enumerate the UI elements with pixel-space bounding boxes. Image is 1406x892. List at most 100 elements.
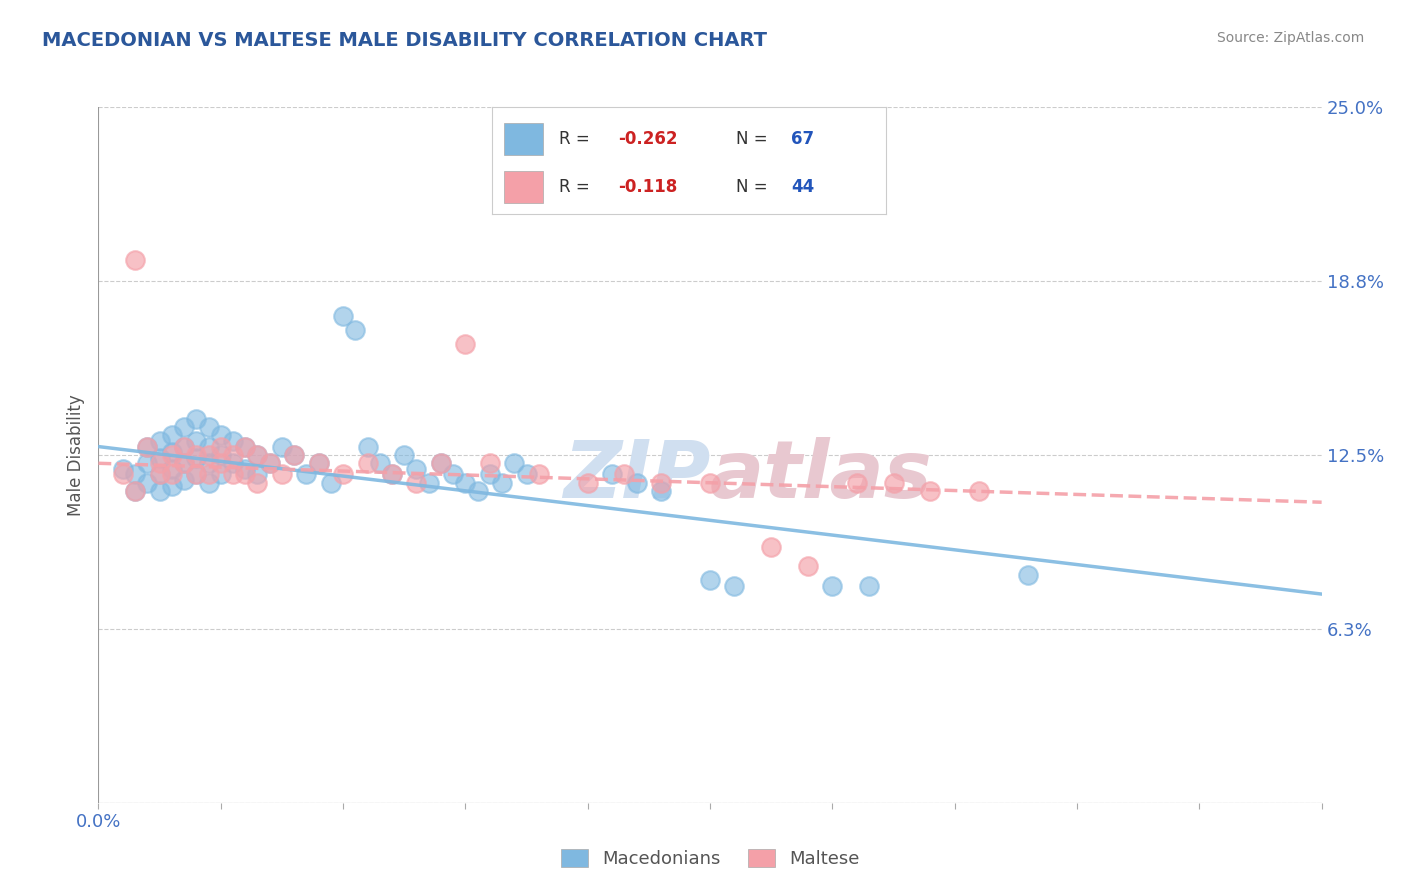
Point bbox=[699, 573, 721, 587]
Legend: Macedonians, Maltese: Macedonians, Maltese bbox=[551, 840, 869, 877]
Point bbox=[246, 475, 269, 490]
Point bbox=[883, 475, 905, 490]
Point bbox=[699, 475, 721, 490]
Point bbox=[197, 448, 219, 462]
Point bbox=[454, 336, 477, 351]
Point bbox=[209, 448, 232, 462]
Point bbox=[491, 475, 513, 490]
Point bbox=[136, 440, 159, 454]
Point bbox=[222, 434, 245, 448]
Point bbox=[308, 456, 330, 470]
Point bbox=[209, 456, 232, 470]
Point bbox=[186, 411, 208, 425]
Point bbox=[723, 579, 745, 593]
Point bbox=[381, 467, 404, 482]
Point bbox=[149, 484, 172, 499]
Point bbox=[503, 456, 526, 470]
Point bbox=[553, 169, 575, 184]
Point bbox=[149, 450, 172, 465]
Point bbox=[295, 467, 318, 482]
Point bbox=[259, 456, 281, 470]
Point bbox=[124, 484, 146, 499]
Point bbox=[197, 456, 219, 470]
Point bbox=[332, 467, 354, 482]
Point bbox=[356, 440, 378, 454]
Point bbox=[233, 440, 256, 454]
Point bbox=[160, 462, 183, 476]
Point bbox=[441, 467, 464, 482]
Text: Source: ZipAtlas.com: Source: ZipAtlas.com bbox=[1216, 31, 1364, 45]
Point bbox=[233, 440, 256, 454]
Text: -0.262: -0.262 bbox=[619, 130, 678, 148]
Point bbox=[149, 467, 172, 482]
Point bbox=[173, 473, 195, 487]
Point bbox=[626, 475, 648, 490]
Point bbox=[430, 456, 453, 470]
Point bbox=[197, 420, 219, 434]
Text: 67: 67 bbox=[792, 130, 814, 148]
FancyBboxPatch shape bbox=[503, 123, 543, 155]
Point bbox=[392, 448, 416, 462]
Point bbox=[233, 462, 256, 476]
Point bbox=[160, 445, 183, 459]
Point bbox=[160, 448, 183, 462]
Point bbox=[613, 467, 636, 482]
Point bbox=[405, 475, 427, 490]
Point bbox=[1017, 567, 1039, 582]
Point bbox=[186, 467, 208, 482]
Point bbox=[478, 456, 501, 470]
Point bbox=[149, 456, 172, 470]
Point bbox=[650, 484, 672, 499]
Point bbox=[259, 456, 281, 470]
Point bbox=[173, 440, 195, 454]
Point bbox=[344, 323, 367, 337]
Text: R =: R = bbox=[560, 178, 595, 196]
Point bbox=[368, 456, 391, 470]
Point bbox=[111, 462, 134, 476]
Point bbox=[246, 448, 269, 462]
Text: -0.118: -0.118 bbox=[619, 178, 678, 196]
Point bbox=[173, 456, 195, 470]
Point bbox=[197, 475, 219, 490]
Point bbox=[173, 440, 195, 454]
Point bbox=[283, 448, 305, 462]
Point bbox=[797, 559, 820, 574]
Point bbox=[149, 434, 172, 448]
Point bbox=[308, 456, 330, 470]
Point bbox=[467, 484, 489, 499]
Text: atlas: atlas bbox=[710, 437, 932, 515]
Text: 44: 44 bbox=[792, 178, 814, 196]
Point bbox=[222, 456, 245, 470]
Point bbox=[173, 456, 195, 470]
Point bbox=[186, 434, 208, 448]
Point bbox=[186, 448, 208, 462]
Point bbox=[233, 467, 256, 482]
Point bbox=[418, 475, 440, 490]
Text: N =: N = bbox=[737, 178, 773, 196]
Point bbox=[197, 467, 219, 482]
Point bbox=[270, 440, 292, 454]
Point bbox=[430, 456, 453, 470]
Point bbox=[821, 579, 844, 593]
Point bbox=[124, 467, 146, 482]
Point bbox=[356, 456, 378, 470]
Point bbox=[600, 467, 623, 482]
Point bbox=[845, 475, 868, 490]
Point bbox=[160, 428, 183, 442]
Point bbox=[124, 484, 146, 499]
Text: N =: N = bbox=[737, 130, 773, 148]
Point bbox=[516, 467, 538, 482]
Point bbox=[270, 467, 292, 482]
Point bbox=[283, 448, 305, 462]
Point bbox=[186, 467, 208, 482]
Point bbox=[478, 467, 501, 482]
Point bbox=[967, 484, 990, 499]
Point bbox=[160, 467, 183, 482]
Point bbox=[858, 579, 880, 593]
Text: ZIP: ZIP bbox=[562, 437, 710, 515]
Point bbox=[160, 478, 183, 492]
Point bbox=[759, 540, 782, 554]
Point bbox=[576, 475, 599, 490]
Point bbox=[173, 420, 195, 434]
Point bbox=[527, 467, 550, 482]
